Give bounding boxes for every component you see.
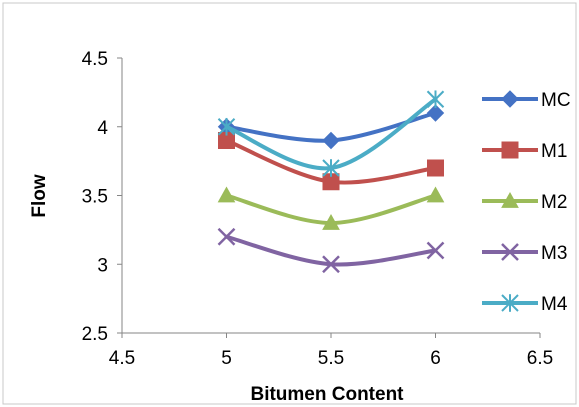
y-tick-label: 3.5 (82, 187, 108, 208)
legend-item-m2: M2 (482, 191, 567, 213)
x-tick-label: 6.5 (527, 348, 553, 369)
y-tick-label: 2.5 (82, 324, 108, 345)
data-point-m2 (217, 186, 236, 203)
legend-label-m1: M1 (541, 141, 567, 162)
data-point-m2 (322, 213, 340, 230)
x-tick-label: 4.5 (109, 348, 135, 369)
data-point-m1 (427, 159, 444, 177)
series-m4 (217, 90, 445, 177)
legend-label-m3: M3 (541, 243, 567, 264)
y-tick-label: 4.5 (82, 49, 108, 70)
data-point-m3-stroke (322, 255, 340, 274)
legend-item-mc: MC (482, 90, 571, 111)
x-tick-label: 5.5 (318, 348, 344, 369)
data-point-m2 (426, 186, 445, 203)
data-point-m3-stroke (426, 241, 445, 260)
legend-marker-m4 (501, 294, 519, 312)
legend-label-m2: M2 (541, 192, 567, 213)
data-point-m3 (426, 241, 445, 260)
legend-marker-m3 (501, 243, 519, 261)
data-point-m3 (322, 255, 340, 274)
series-layer (217, 90, 445, 274)
data-point-m4 (322, 159, 340, 177)
x-tick-label: 5 (221, 348, 232, 369)
legend: MC M1 M2 M3 M4 (482, 90, 571, 315)
x-axis-title: Bitumen Content (250, 384, 404, 405)
data-point-m4 (217, 117, 236, 136)
data-point-mc (322, 131, 340, 150)
data-point-m4 (426, 90, 445, 109)
legend-item-m1: M1 (482, 141, 567, 162)
data-point-m3 (217, 227, 236, 246)
legend-item-m4: M4 (482, 294, 568, 315)
y-axis-title: Flow (29, 174, 50, 217)
legend-item-m3: M3 (482, 243, 567, 264)
legend-label-m4: M4 (541, 294, 568, 315)
data-point-mc (426, 104, 445, 122)
legend-marker-m1 (501, 141, 519, 159)
data-point-m3-stroke (217, 227, 236, 246)
legend-marker-m2 (501, 191, 519, 208)
y-tick-label: 4 (97, 118, 108, 139)
legend-label-mc: MC (541, 90, 571, 111)
series-m3 (217, 227, 445, 274)
series-m1 (218, 132, 444, 191)
x-tick-label: 6 (430, 348, 441, 369)
series-m2 (217, 186, 445, 230)
axes: 2.5 3 3.5 4 4.5 4.5 5 5.5 6 6.5 (82, 49, 554, 369)
y-tick-label: 3 (97, 255, 108, 276)
legend-marker-m3-stroke (501, 243, 519, 261)
legend-marker-mc (501, 90, 519, 108)
